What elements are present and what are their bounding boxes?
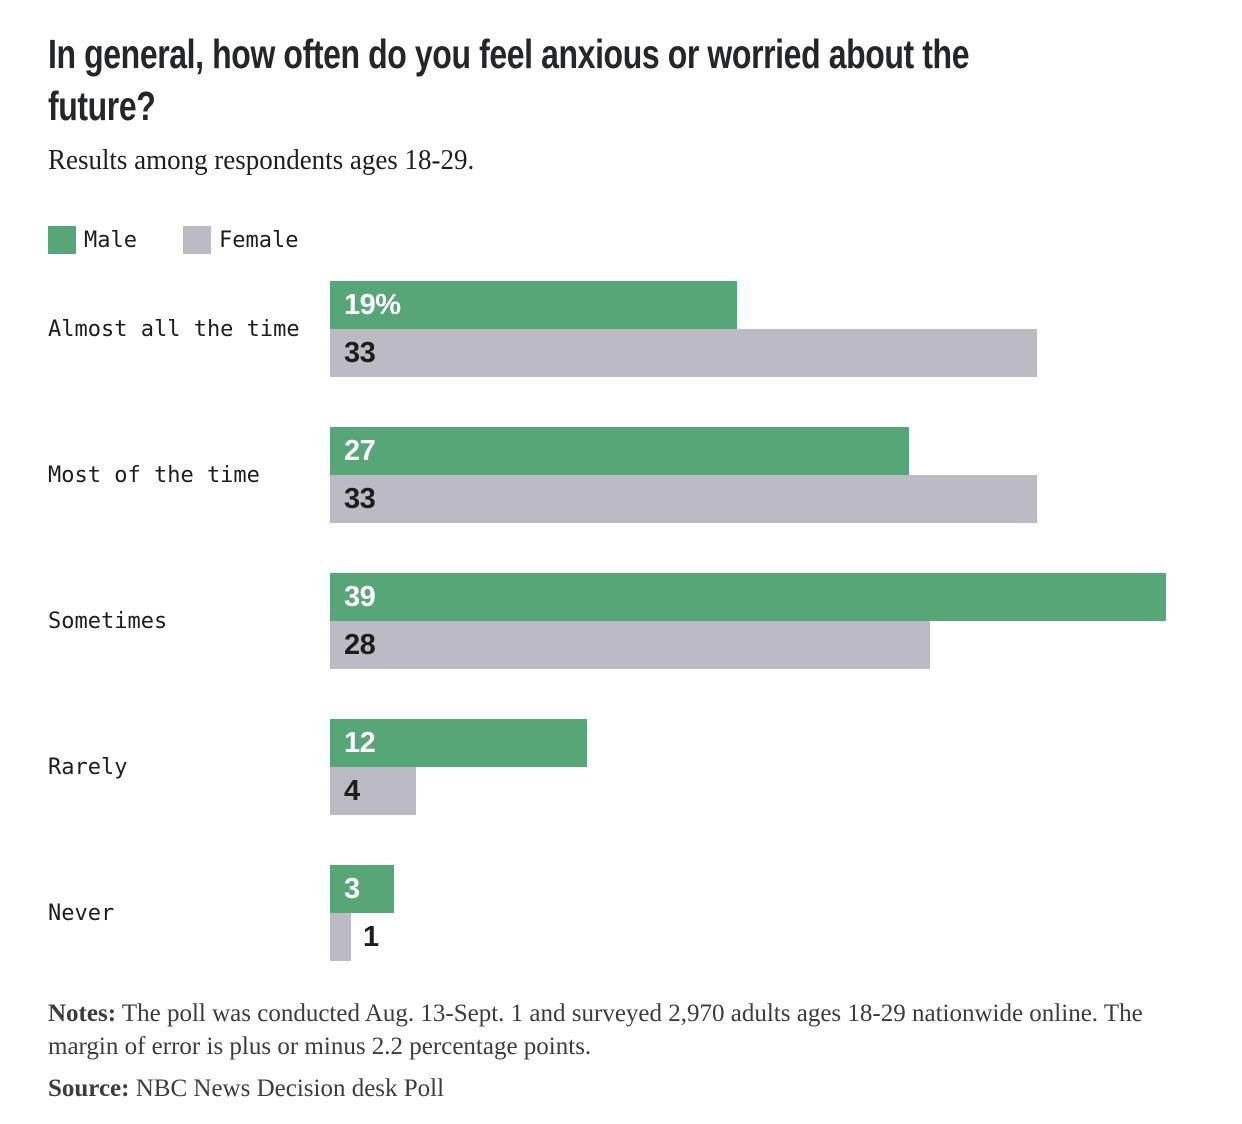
source: Source: NBC News Decision desk Poll xyxy=(48,1072,1194,1105)
chart-row: Never 3 1 xyxy=(48,865,1194,961)
female-swatch xyxy=(182,226,211,254)
title-line-2: future? xyxy=(48,83,156,129)
bar-male: 3 xyxy=(330,865,394,913)
bar-male: 27 xyxy=(330,427,909,475)
bar-pair: 12 4 xyxy=(330,719,1194,815)
chart-row: Sometimes 39 28 xyxy=(48,573,1194,669)
source-text: NBC News Decision desk Poll xyxy=(135,1075,445,1102)
source-label: Source: xyxy=(48,1075,130,1102)
value-label: 33 xyxy=(344,483,376,515)
bar-female: 1 xyxy=(330,913,379,961)
value-label: 28 xyxy=(344,629,376,661)
legend: Male Female xyxy=(48,226,1194,254)
bar-pair: 27 33 xyxy=(330,427,1194,523)
bar-male: 12 xyxy=(330,719,587,767)
legend-label-female: Female xyxy=(218,227,299,253)
category-label: Sometimes xyxy=(48,608,168,634)
chart-row: Almost all the time 19% 33 xyxy=(48,281,1194,377)
value-label: 27 xyxy=(344,435,376,467)
value-label: 3 xyxy=(344,873,360,905)
bar-pair: 19% 33 xyxy=(330,281,1194,377)
male-swatch xyxy=(48,226,76,254)
bar-female: 33 xyxy=(330,475,1037,523)
notes: Notes: The poll was conducted Aug. 13-Se… xyxy=(48,997,1194,1063)
value-label: 4 xyxy=(344,775,360,807)
bar-male: 39 xyxy=(330,573,1166,621)
title-line-1: In general, how often do you feel anxiou… xyxy=(48,31,970,77)
page-title: In general, how often do you feel anxiou… xyxy=(48,28,970,132)
bar-pair: 39 28 xyxy=(330,573,1194,669)
notes-text: The poll was conducted Aug. 13-Sept. 1 a… xyxy=(48,1000,1143,1060)
value-label: 19% xyxy=(344,289,401,321)
category-label: Rarely xyxy=(48,754,128,780)
category-label: Most of the time xyxy=(48,462,260,488)
bar-female: 28 xyxy=(330,621,930,669)
chart-row: Rarely 12 4 xyxy=(48,719,1194,815)
chart-row: Most of the time 27 33 xyxy=(48,427,1194,523)
bar-female: 4 xyxy=(330,767,416,815)
value-label: 1 xyxy=(363,921,379,953)
value-label: 12 xyxy=(344,727,376,759)
bar-male: 19% xyxy=(330,281,737,329)
notes-label: Notes: xyxy=(48,1000,117,1027)
value-label: 39 xyxy=(344,581,376,613)
bar-chart: Almost all the time 19% 33 Most of the time… xyxy=(48,281,1194,961)
chart-subtitle: Results among respondents ages 18-29. xyxy=(48,144,475,176)
category-label: Never xyxy=(48,900,115,926)
legend-item-female: Female xyxy=(182,226,299,254)
legend-label-male: Male xyxy=(84,227,137,253)
bar-female: 33 xyxy=(330,329,1037,377)
legend-item-male: Male xyxy=(48,226,137,254)
category-label: Almost all the time xyxy=(48,316,300,342)
value-label: 33 xyxy=(344,337,376,369)
